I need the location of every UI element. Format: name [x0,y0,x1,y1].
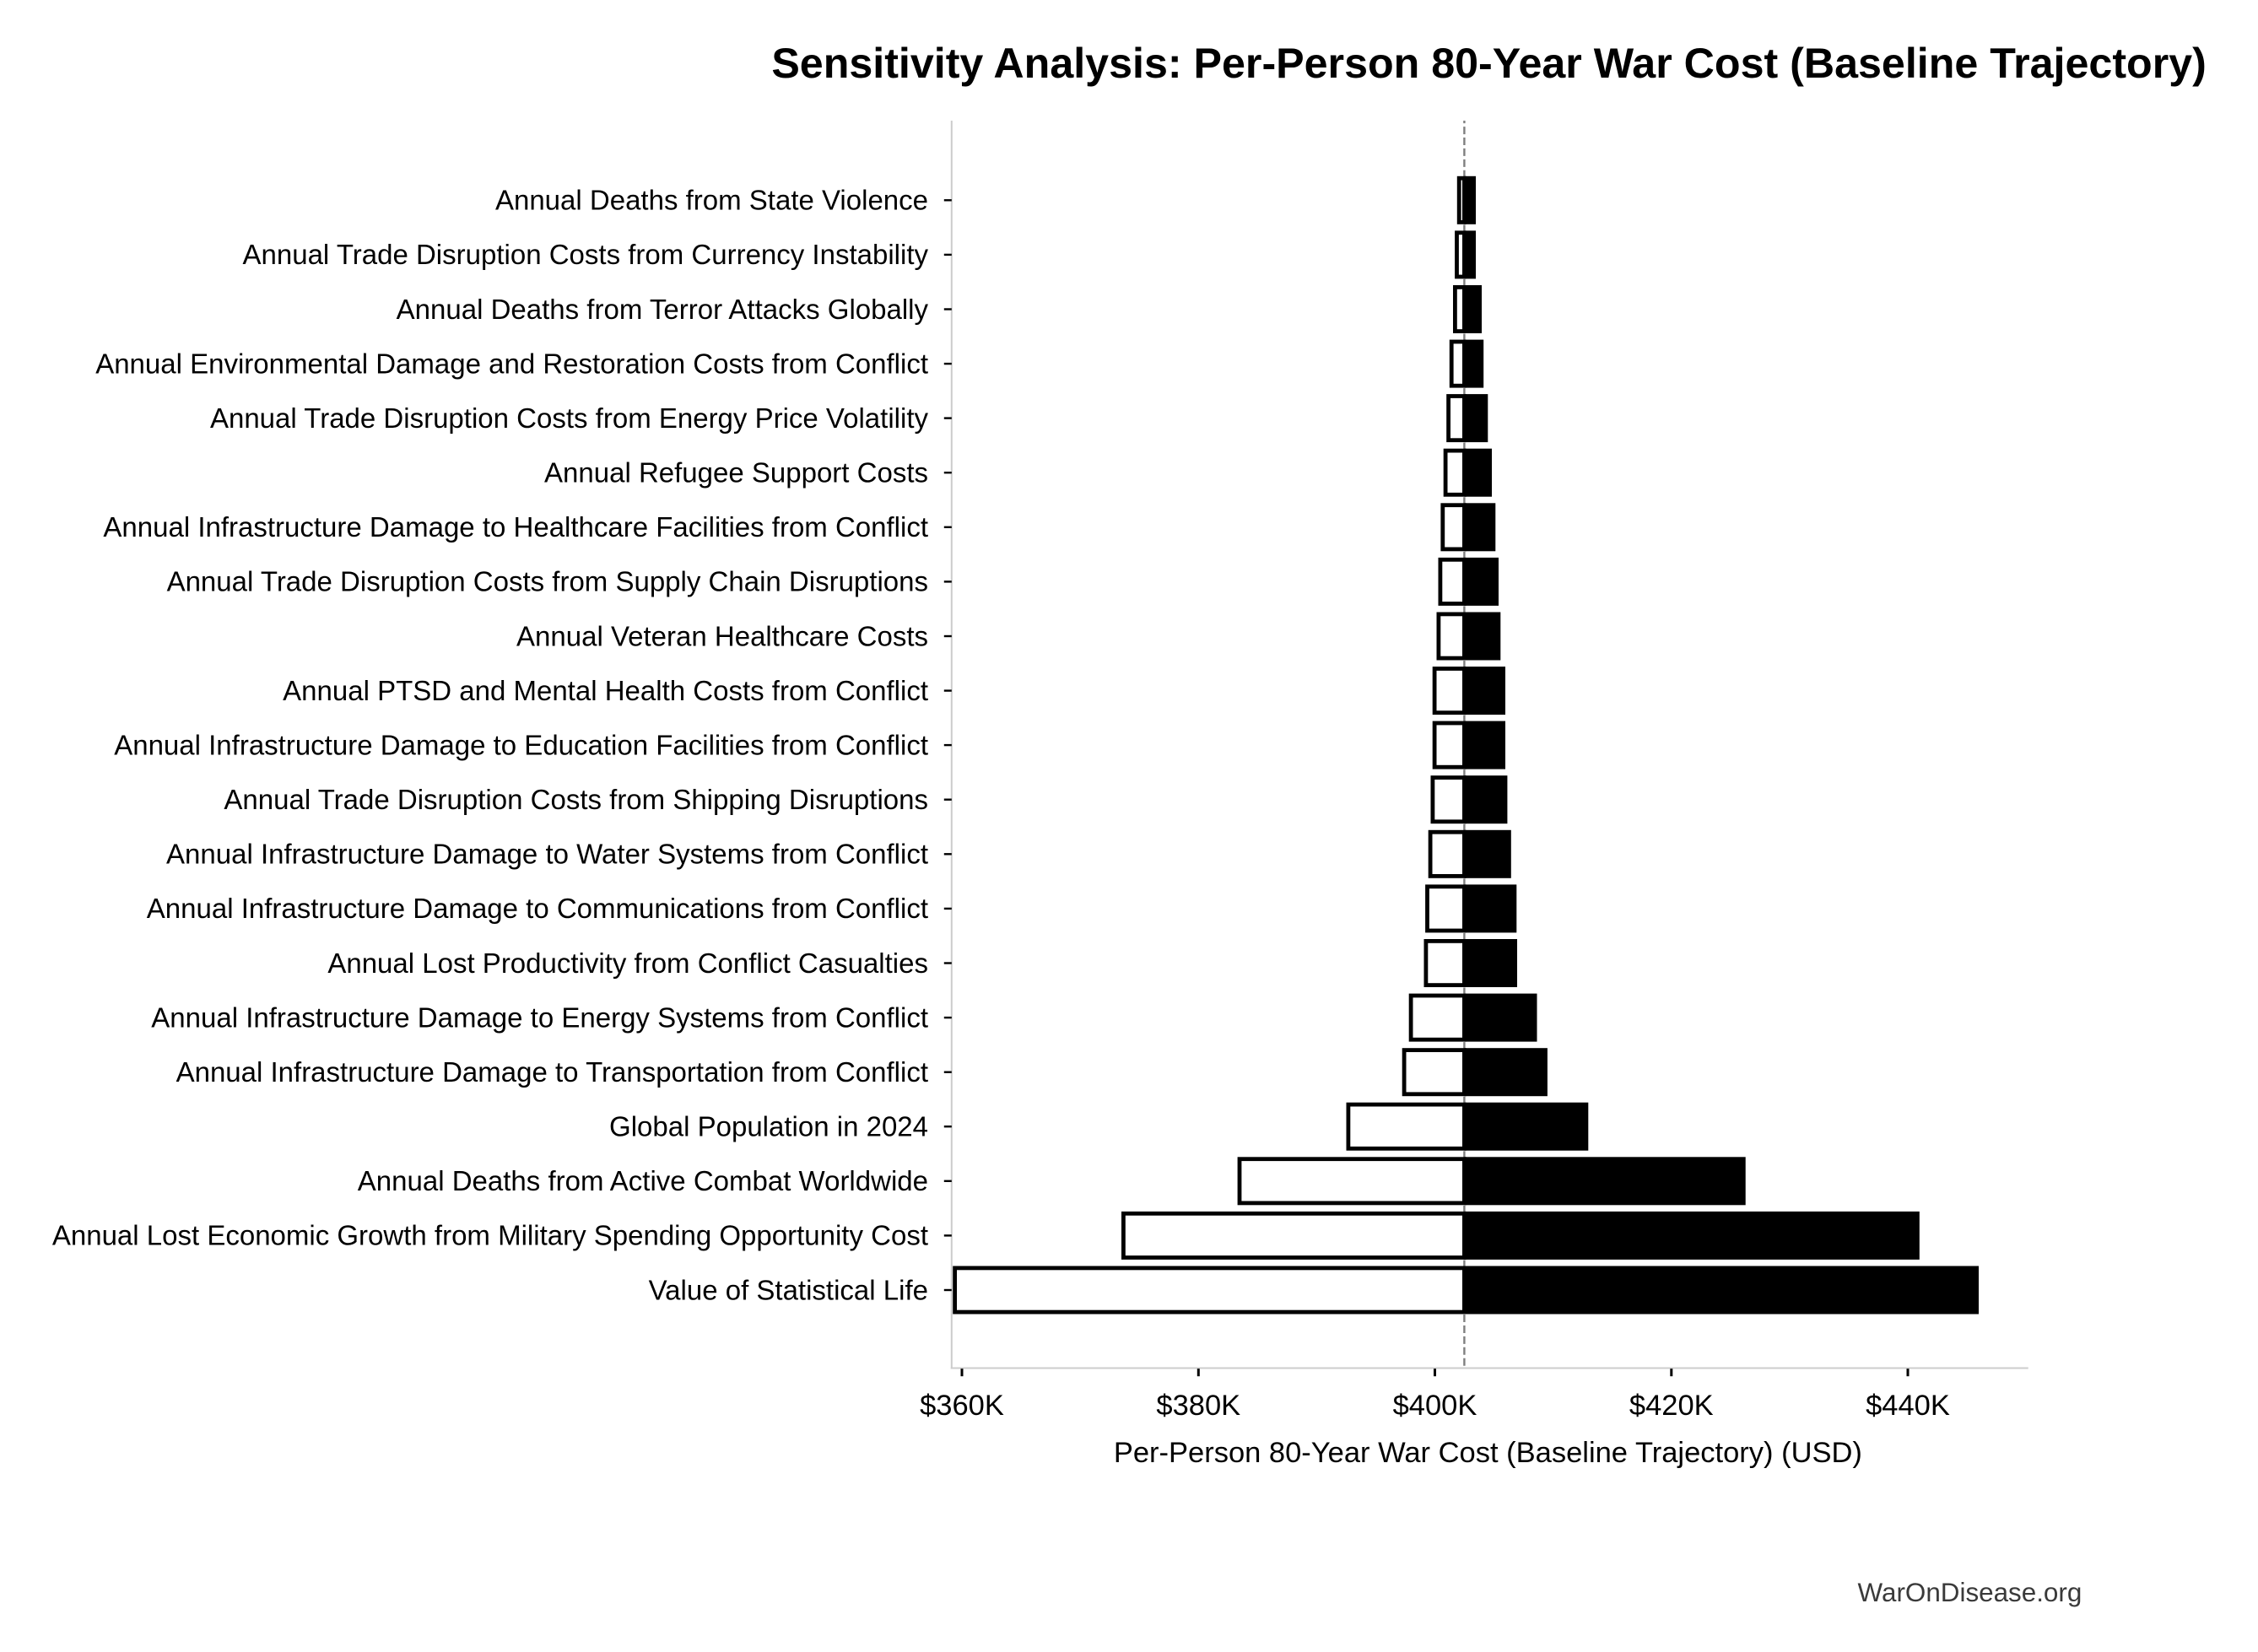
svg-text:Per-Person 80-Year War Cost (B: Per-Person 80-Year War Cost (Baseline Tr… [1114,1437,1862,1469]
svg-text:Annual Trade Disruption Costs: Annual Trade Disruption Costs from Energ… [210,402,929,434]
svg-text:Annual Trade Disruption Costs: Annual Trade Disruption Costs from Curre… [243,239,929,270]
svg-text:WarOnDisease.org: WarOnDisease.org [1858,1578,2082,1607]
svg-text:Annual Refugee Support Costs: Annual Refugee Support Costs [544,457,928,489]
svg-text:Annual Lost Economic Growth fr: Annual Lost Economic Growth from Militar… [52,1220,928,1251]
svg-text:Annual Infrastructure Damage t: Annual Infrastructure Damage to Water Sy… [166,839,928,870]
svg-text:Annual Trade Disruption Costs: Annual Trade Disruption Costs from Shipp… [224,784,928,815]
svg-text:Annual Deaths from State Viole: Annual Deaths from State Violence [495,185,928,216]
svg-text:$380K: $380K [1156,1390,1240,1422]
svg-text:Annual Infrastructure Damage t: Annual Infrastructure Damage to Educatio… [114,729,928,760]
svg-text:$360K: $360K [920,1390,1004,1422]
svg-text:Annual Infrastructure Damage t: Annual Infrastructure Damage to Healthca… [103,511,928,543]
svg-text:$440K: $440K [1866,1390,1950,1422]
svg-text:Annual Veteran Healthcare Cost: Annual Veteran Healthcare Costs [516,620,928,651]
svg-text:Annual Deaths from Terror Atta: Annual Deaths from Terror Attacks Global… [397,294,929,325]
svg-text:Annual Infrastructure Damage t: Annual Infrastructure Damage to Communic… [147,893,928,924]
svg-text:Annual Environmental Damage an: Annual Environmental Damage and Restorat… [95,348,928,379]
svg-text:$400K: $400K [1393,1390,1477,1422]
svg-text:Global Population in 2024: Global Population in 2024 [609,1111,928,1142]
svg-text:$420K: $420K [1629,1390,1714,1422]
svg-text:Sensitivity Analysis: Per-Pers: Sensitivity Analysis: Per-Person 80-Year… [771,40,2207,87]
svg-text:Annual Infrastructure Damage t: Annual Infrastructure Damage to Transpor… [176,1056,928,1088]
svg-text:Annual PTSD and Mental Health: Annual PTSD and Mental Health Costs from… [283,675,928,706]
svg-text:Annual Trade Disruption Costs: Annual Trade Disruption Costs from Suppl… [167,566,928,597]
svg-text:Value of Statistical Life: Value of Statistical Life [649,1274,928,1305]
svg-text:Annual Lost Productivity from: Annual Lost Productivity from Conflict C… [327,947,928,979]
svg-text:Annual Deaths from Active Comb: Annual Deaths from Active Combat Worldwi… [358,1165,928,1196]
svg-text:Annual Infrastructure Damage t: Annual Infrastructure Damage to Energy S… [151,1001,928,1033]
